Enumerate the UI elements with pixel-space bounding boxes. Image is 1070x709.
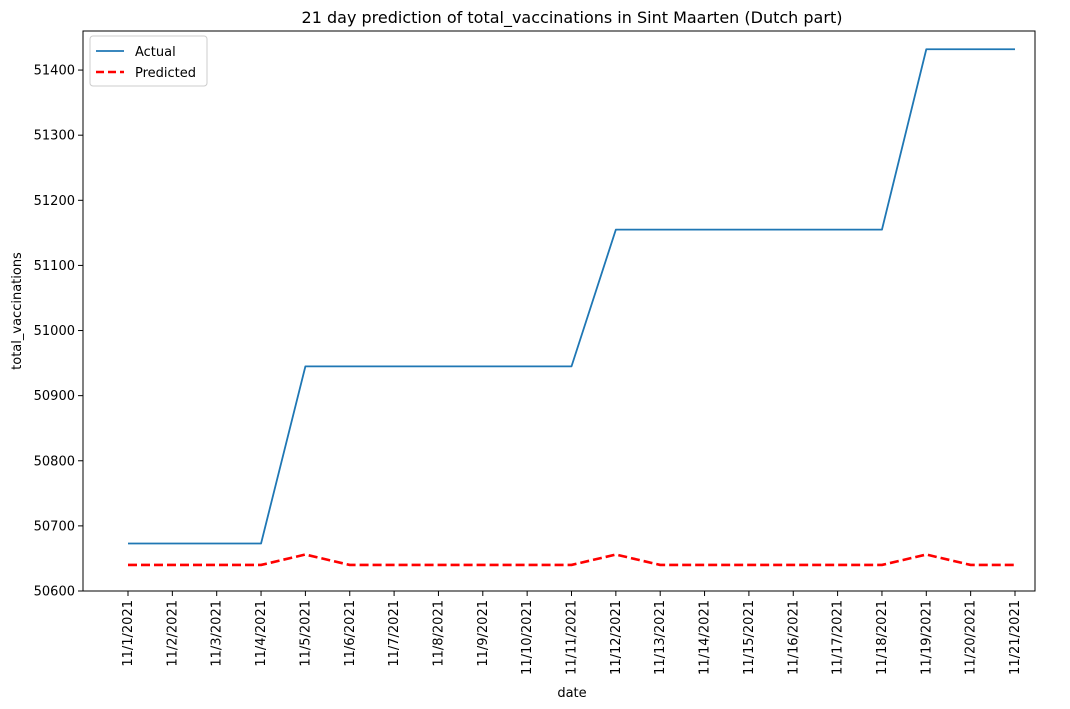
x-tick-label: 11/11/2021 xyxy=(565,600,580,675)
x-tick-label: 11/21/2021 xyxy=(1008,600,1023,675)
x-tick-label: 11/17/2021 xyxy=(831,600,846,675)
x-tick-label: 11/6/2021 xyxy=(343,600,358,667)
y-tick-label: 50700 xyxy=(34,519,75,534)
x-axis-label: date xyxy=(557,686,586,701)
series-line-actual xyxy=(128,48,1015,545)
chart-title: 21 day prediction of total_vaccinations … xyxy=(302,8,843,28)
series-line-predicted xyxy=(128,553,1015,567)
y-tick-label: 50800 xyxy=(34,454,75,469)
axes-layer xyxy=(82,30,1036,592)
x-tick-label: 11/1/2021 xyxy=(121,600,136,667)
y-axis: 50600 50700 50800 50900 51000 51100 51200 51300… xyxy=(34,64,83,600)
x-tick-label: 11/20/2021 xyxy=(964,600,979,675)
y-tick-label: 51100 xyxy=(34,259,75,274)
x-tick-label: 11/15/2021 xyxy=(742,600,757,675)
x-tick-label: 11/7/2021 xyxy=(387,600,402,667)
x-tick-label: 11/13/2021 xyxy=(653,600,668,675)
plot-area xyxy=(83,31,1035,591)
x-tick-label: 11/18/2021 xyxy=(875,600,890,675)
x-tick-label: 11/12/2021 xyxy=(609,600,624,675)
y-tick-label: 50900 xyxy=(34,389,75,404)
y-tick-label: 51400 xyxy=(34,64,75,79)
series-layer xyxy=(128,48,1015,567)
legend: Actual Predicted xyxy=(89,35,208,87)
legend-label-actual: Actual xyxy=(135,45,176,60)
x-tick-label: 11/14/2021 xyxy=(698,600,713,675)
x-tick-label: 11/19/2021 xyxy=(919,600,934,675)
y-tick-label: 51000 xyxy=(34,324,75,339)
y-tick-label: 51200 xyxy=(34,194,75,209)
y-tick-label: 51300 xyxy=(34,129,75,144)
plot-frame xyxy=(82,30,1036,592)
legend-box xyxy=(89,35,208,87)
x-tick-label: 11/16/2021 xyxy=(786,600,801,675)
x-tick-label: 11/10/2021 xyxy=(520,600,535,675)
x-tick-label: 11/5/2021 xyxy=(298,600,313,667)
x-axis: 11/1/2021 11/2/2021 11/3/2021 11/4/2021 11/5… xyxy=(121,591,1023,675)
x-tick-label: 11/4/2021 xyxy=(254,600,269,667)
x-tick-label: 11/3/2021 xyxy=(210,600,225,667)
x-tick-label: 11/9/2021 xyxy=(476,600,491,667)
x-tick-label: 11/2/2021 xyxy=(165,600,180,667)
y-tick-label: 50600 xyxy=(34,585,75,600)
x-tick-label: 11/8/2021 xyxy=(431,600,446,667)
legend-label-predicted: Predicted xyxy=(135,66,196,81)
y-axis-label: total_vaccinations xyxy=(10,252,25,370)
